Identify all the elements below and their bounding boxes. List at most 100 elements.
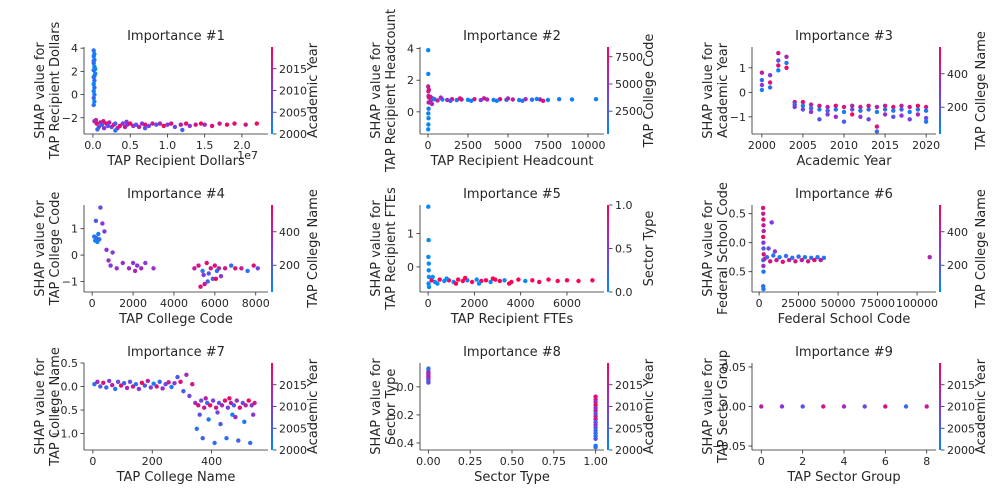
data-point — [154, 122, 159, 127]
data-point — [761, 211, 766, 216]
data-point — [99, 122, 105, 127]
colorbar-tick-label: 2005 — [947, 422, 975, 435]
x-axis-label: TAP Recipient Dollars — [106, 154, 245, 169]
data-point — [426, 284, 432, 290]
x-tick-label: 4000 — [507, 297, 535, 310]
data-point — [166, 380, 171, 385]
data-point — [187, 393, 192, 399]
scatter-points — [92, 205, 260, 289]
data-point — [841, 109, 847, 115]
chart-title: Importance #5 — [463, 187, 561, 202]
x-tick-label: 0.0 — [84, 139, 102, 152]
data-point — [426, 116, 431, 121]
data-point — [208, 266, 213, 271]
data-point — [481, 96, 487, 101]
data-point — [202, 122, 207, 127]
data-point — [534, 96, 539, 102]
data-point — [435, 98, 440, 103]
data-point — [157, 379, 162, 384]
data-point — [230, 412, 235, 417]
data-point — [502, 278, 507, 283]
scatter-points — [426, 204, 595, 290]
data-point — [197, 412, 202, 417]
data-point — [248, 440, 253, 446]
data-point — [593, 97, 599, 102]
data-point — [825, 104, 830, 110]
data-point — [251, 412, 256, 417]
data-point — [817, 103, 822, 109]
data-point — [113, 386, 118, 392]
x-tick-label: 8000 — [242, 297, 270, 310]
data-point — [142, 122, 148, 127]
chart-title: Importance #1 — [127, 29, 225, 44]
chart-title: Importance #2 — [463, 29, 561, 44]
data-point — [113, 128, 118, 133]
data-point — [841, 119, 847, 124]
y-tick-label: −2 — [62, 112, 78, 125]
x-tick-label: 25000 — [781, 297, 816, 310]
y-axis-label: SHAP value forSector Type — [369, 358, 399, 455]
data-point — [850, 112, 855, 117]
colorbar-tick-label: 2500 — [615, 105, 643, 118]
data-point — [210, 398, 216, 403]
data-point — [469, 279, 475, 285]
y-tick-label: 0 — [71, 249, 78, 262]
data-point — [850, 107, 855, 112]
data-point — [222, 266, 228, 271]
colorbar-tick-label: 2010 — [947, 401, 975, 414]
data-point — [850, 103, 855, 109]
data-point — [91, 88, 96, 94]
data-point — [530, 278, 535, 283]
y-axis-label: SHAP value forTAP Recipient Headcount — [369, 9, 399, 173]
data-point — [242, 419, 247, 424]
data-point — [160, 386, 165, 391]
y-tick-label: 0.05 — [722, 361, 747, 374]
y-tick-label: 0.0 — [397, 381, 415, 394]
data-point — [915, 112, 921, 117]
x-tick-label: 2000 — [119, 297, 147, 310]
colorbar-tick-label: 200 — [947, 101, 968, 114]
colorbar-label: Academic Year — [306, 42, 321, 138]
data-point — [207, 403, 213, 408]
data-point — [796, 254, 801, 259]
data-point — [761, 269, 766, 274]
colorbar-tick-label: 0.0 — [615, 286, 633, 299]
colorbar: 2000 2005 2010 2015 Academic Year — [607, 358, 657, 457]
data-point — [437, 277, 442, 282]
data-point — [124, 385, 130, 391]
data-point — [841, 404, 847, 409]
data-point — [786, 257, 792, 263]
data-point — [92, 78, 97, 83]
colorbar: 2000 2005 2010 2015 Academic Year — [271, 358, 321, 457]
data-point — [772, 249, 778, 254]
data-point — [776, 50, 781, 56]
x-tick-label: 0 — [425, 297, 432, 310]
data-point — [93, 66, 98, 72]
data-point — [766, 246, 771, 251]
data-point — [546, 277, 551, 282]
data-point — [243, 403, 248, 408]
x-tick-label: 0 — [756, 297, 763, 310]
data-point — [882, 112, 888, 117]
colorbar-tick-label: 2015 — [279, 379, 307, 392]
data-point — [126, 266, 132, 271]
data-point — [222, 398, 228, 403]
data-point — [183, 121, 189, 126]
data-point — [866, 117, 871, 122]
x-tick-label: 0 — [89, 455, 96, 468]
data-point — [120, 260, 126, 266]
data-point — [92, 85, 97, 90]
data-point — [110, 250, 115, 255]
chart-title: Importance #3 — [795, 29, 893, 44]
data-point — [488, 279, 493, 285]
colorbar: 2000 2005 2010 2015 Academic Year — [939, 358, 989, 457]
x-axis-label: TAP College Code — [118, 312, 233, 327]
data-point — [809, 255, 814, 260]
data-point — [212, 440, 217, 446]
colorbar-gradient — [607, 205, 609, 292]
data-point — [128, 121, 133, 126]
colorbar-tick-label: 5000 — [615, 78, 643, 91]
data-point — [146, 123, 151, 129]
data-point — [252, 400, 257, 406]
